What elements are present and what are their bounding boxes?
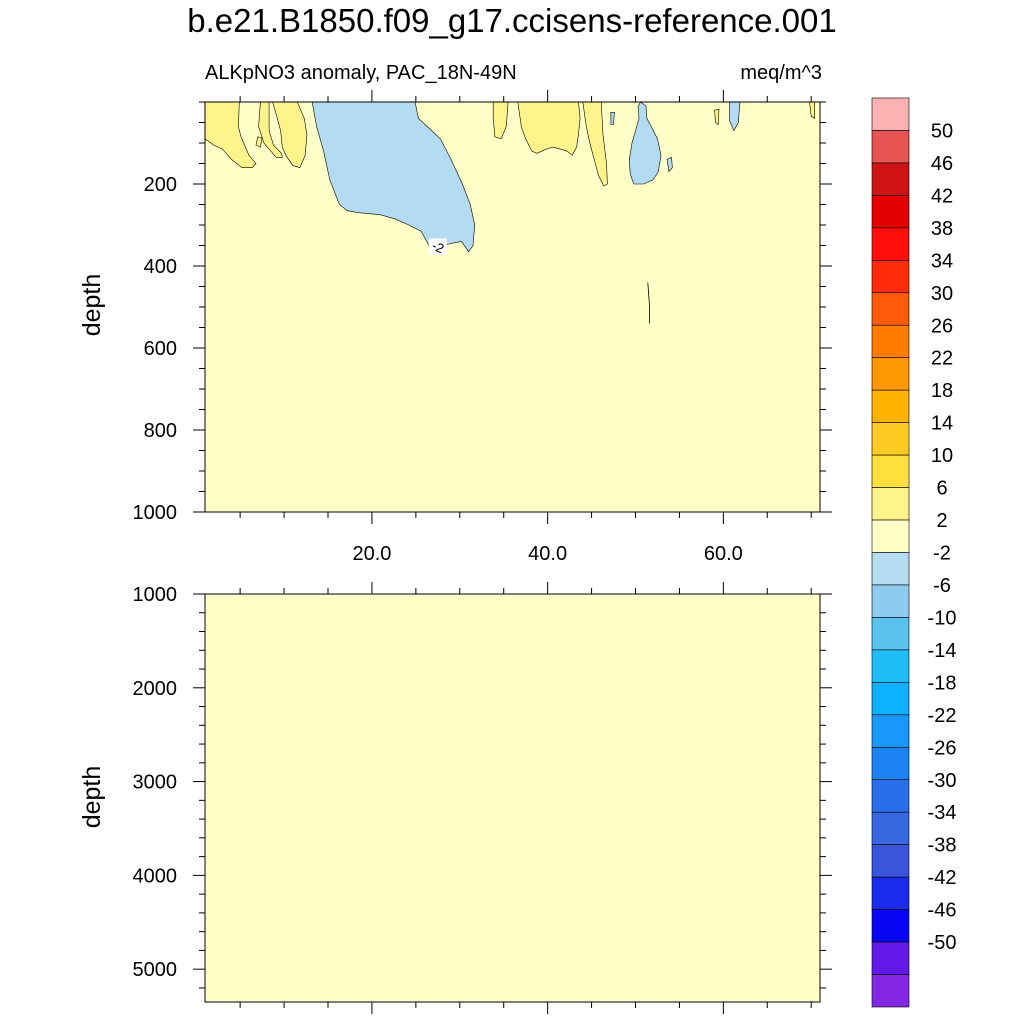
colorbar-label: 18 — [931, 380, 953, 402]
colorbar-swatch — [871, 487, 910, 521]
colorbar-label: -6 — [933, 575, 951, 597]
colorbar-label: -14 — [928, 640, 957, 662]
contour-region-positive — [714, 109, 720, 126]
y-tick-label: 400 — [144, 256, 177, 278]
contour-region-negative — [610, 112, 615, 125]
contour-region-negative — [666, 156, 673, 173]
colorbar-label: -18 — [928, 672, 957, 694]
y-tick-label: 200 — [144, 174, 177, 196]
colorbar-swatch — [871, 389, 910, 423]
colorbar-swatch — [871, 876, 910, 910]
colorbar-swatch — [871, 617, 910, 651]
contour-region-positive — [255, 136, 263, 148]
colorbar-swatch — [871, 162, 910, 196]
contour-region-positive — [582, 102, 608, 187]
contour-label-box — [428, 238, 447, 255]
y-axis-label: depth — [78, 274, 106, 337]
colorbar-swatch — [871, 682, 910, 716]
colorbar-swatch — [871, 779, 910, 813]
y-tick-label: 4000 — [133, 865, 178, 887]
colorbar-swatch — [871, 844, 910, 878]
x-tick-label: 20.0 — [352, 543, 391, 565]
colorbar-swatch — [871, 422, 910, 456]
colorbar-label: 42 — [931, 185, 953, 207]
colorbar-swatch — [871, 552, 910, 586]
y-tick-label: 5000 — [133, 959, 178, 981]
plot-frame — [204, 593, 821, 1003]
lower-panel: 1000 2000 3000 4000 5000 depth — [78, 582, 832, 1014]
colorbar-swatch — [871, 357, 910, 391]
colorbar-label: -34 — [928, 802, 957, 824]
colorbar-label: 2 — [936, 510, 947, 532]
background-fill — [205, 102, 820, 512]
x-tick-label: 60.0 — [704, 543, 743, 565]
colorbar-swatch — [871, 97, 910, 131]
contour-region-positive — [809, 102, 816, 119]
colorbar-label: 30 — [931, 283, 953, 305]
upper-panel: -2 200 400 600 800 1000 20.0 40.0 60.0 depth — [78, 90, 832, 565]
contour-region-positive — [205, 102, 257, 168]
colorbar-swatch — [871, 974, 910, 1008]
colorbar-label: 46 — [931, 153, 953, 175]
colorbar-swatch — [871, 227, 910, 261]
colorbar-label: -46 — [928, 900, 957, 922]
contour-region-negative — [628, 102, 662, 185]
colorbar: 50 46 42 38 34 30 26 22 18 14 10 6 2 -2 -6 -10 -14 -18 -22… — [871, 97, 957, 1008]
background-fill — [205, 594, 820, 1002]
x-tick-label: 40.0 — [528, 543, 567, 565]
chart-subtitle-variable: ALKpNO3 anomaly, PAC_18N-49N — [205, 62, 517, 84]
colorbar-swatch — [871, 130, 910, 164]
colorbar-swatch — [871, 324, 910, 359]
contour-region-positive — [272, 102, 308, 168]
y-tick-label: 600 — [144, 338, 177, 360]
colorbar-label: 10 — [931, 445, 953, 467]
chart-title: b.e21.B1850.f09_g17.ccisens-reference.00… — [187, 2, 837, 39]
colorbar-label: -26 — [928, 737, 957, 759]
colorbar-swatch — [871, 519, 910, 553]
contour-label: -2 — [430, 238, 447, 256]
colorbar-label: -2 — [933, 543, 951, 565]
colorbar-label: 50 — [931, 121, 953, 143]
contour-region-positive — [517, 102, 581, 156]
colorbar-label: -38 — [928, 835, 957, 857]
colorbar-swatch — [871, 584, 910, 618]
colorbar-label: 22 — [931, 348, 953, 370]
colorbar-label: -22 — [928, 705, 957, 727]
y-tick-label: 800 — [144, 420, 177, 442]
colorbar-swatch — [871, 195, 910, 229]
colorbar-label: 38 — [931, 218, 953, 240]
y-tick-label: 2000 — [133, 678, 178, 700]
colorbar-label: 6 — [936, 478, 947, 500]
colorbar-swatch — [871, 746, 910, 781]
colorbar-swatch — [871, 260, 910, 294]
y-axis-label: depth — [78, 766, 106, 829]
chart-subtitle-units: meq/m^3 — [740, 62, 822, 84]
colorbar-label: 26 — [931, 315, 953, 337]
y-tick-label: 3000 — [133, 772, 178, 794]
colorbar-swatch — [871, 292, 910, 326]
contour-region-positive — [492, 102, 509, 140]
y-tick-label: 1000 — [133, 502, 178, 524]
colorbar-swatch — [871, 811, 910, 845]
contour-region-positive — [258, 102, 283, 158]
colorbar-swatch — [871, 649, 910, 683]
contour-line — [647, 282, 650, 324]
contour-region-negative — [729, 102, 741, 132]
colorbar-label: -10 — [928, 607, 957, 629]
colorbar-swatch — [871, 454, 910, 488]
y-tick-label: 1000 — [133, 584, 178, 606]
colorbar-label: -42 — [928, 867, 957, 889]
colorbar-swatch — [871, 941, 910, 975]
colorbar-swatch — [871, 909, 910, 943]
colorbar-label: 14 — [931, 413, 953, 435]
colorbar-swatch — [871, 714, 910, 748]
colorbar-label: -30 — [928, 770, 957, 792]
colorbar-label: 34 — [931, 250, 953, 272]
colorbar-label: -50 — [928, 932, 957, 954]
